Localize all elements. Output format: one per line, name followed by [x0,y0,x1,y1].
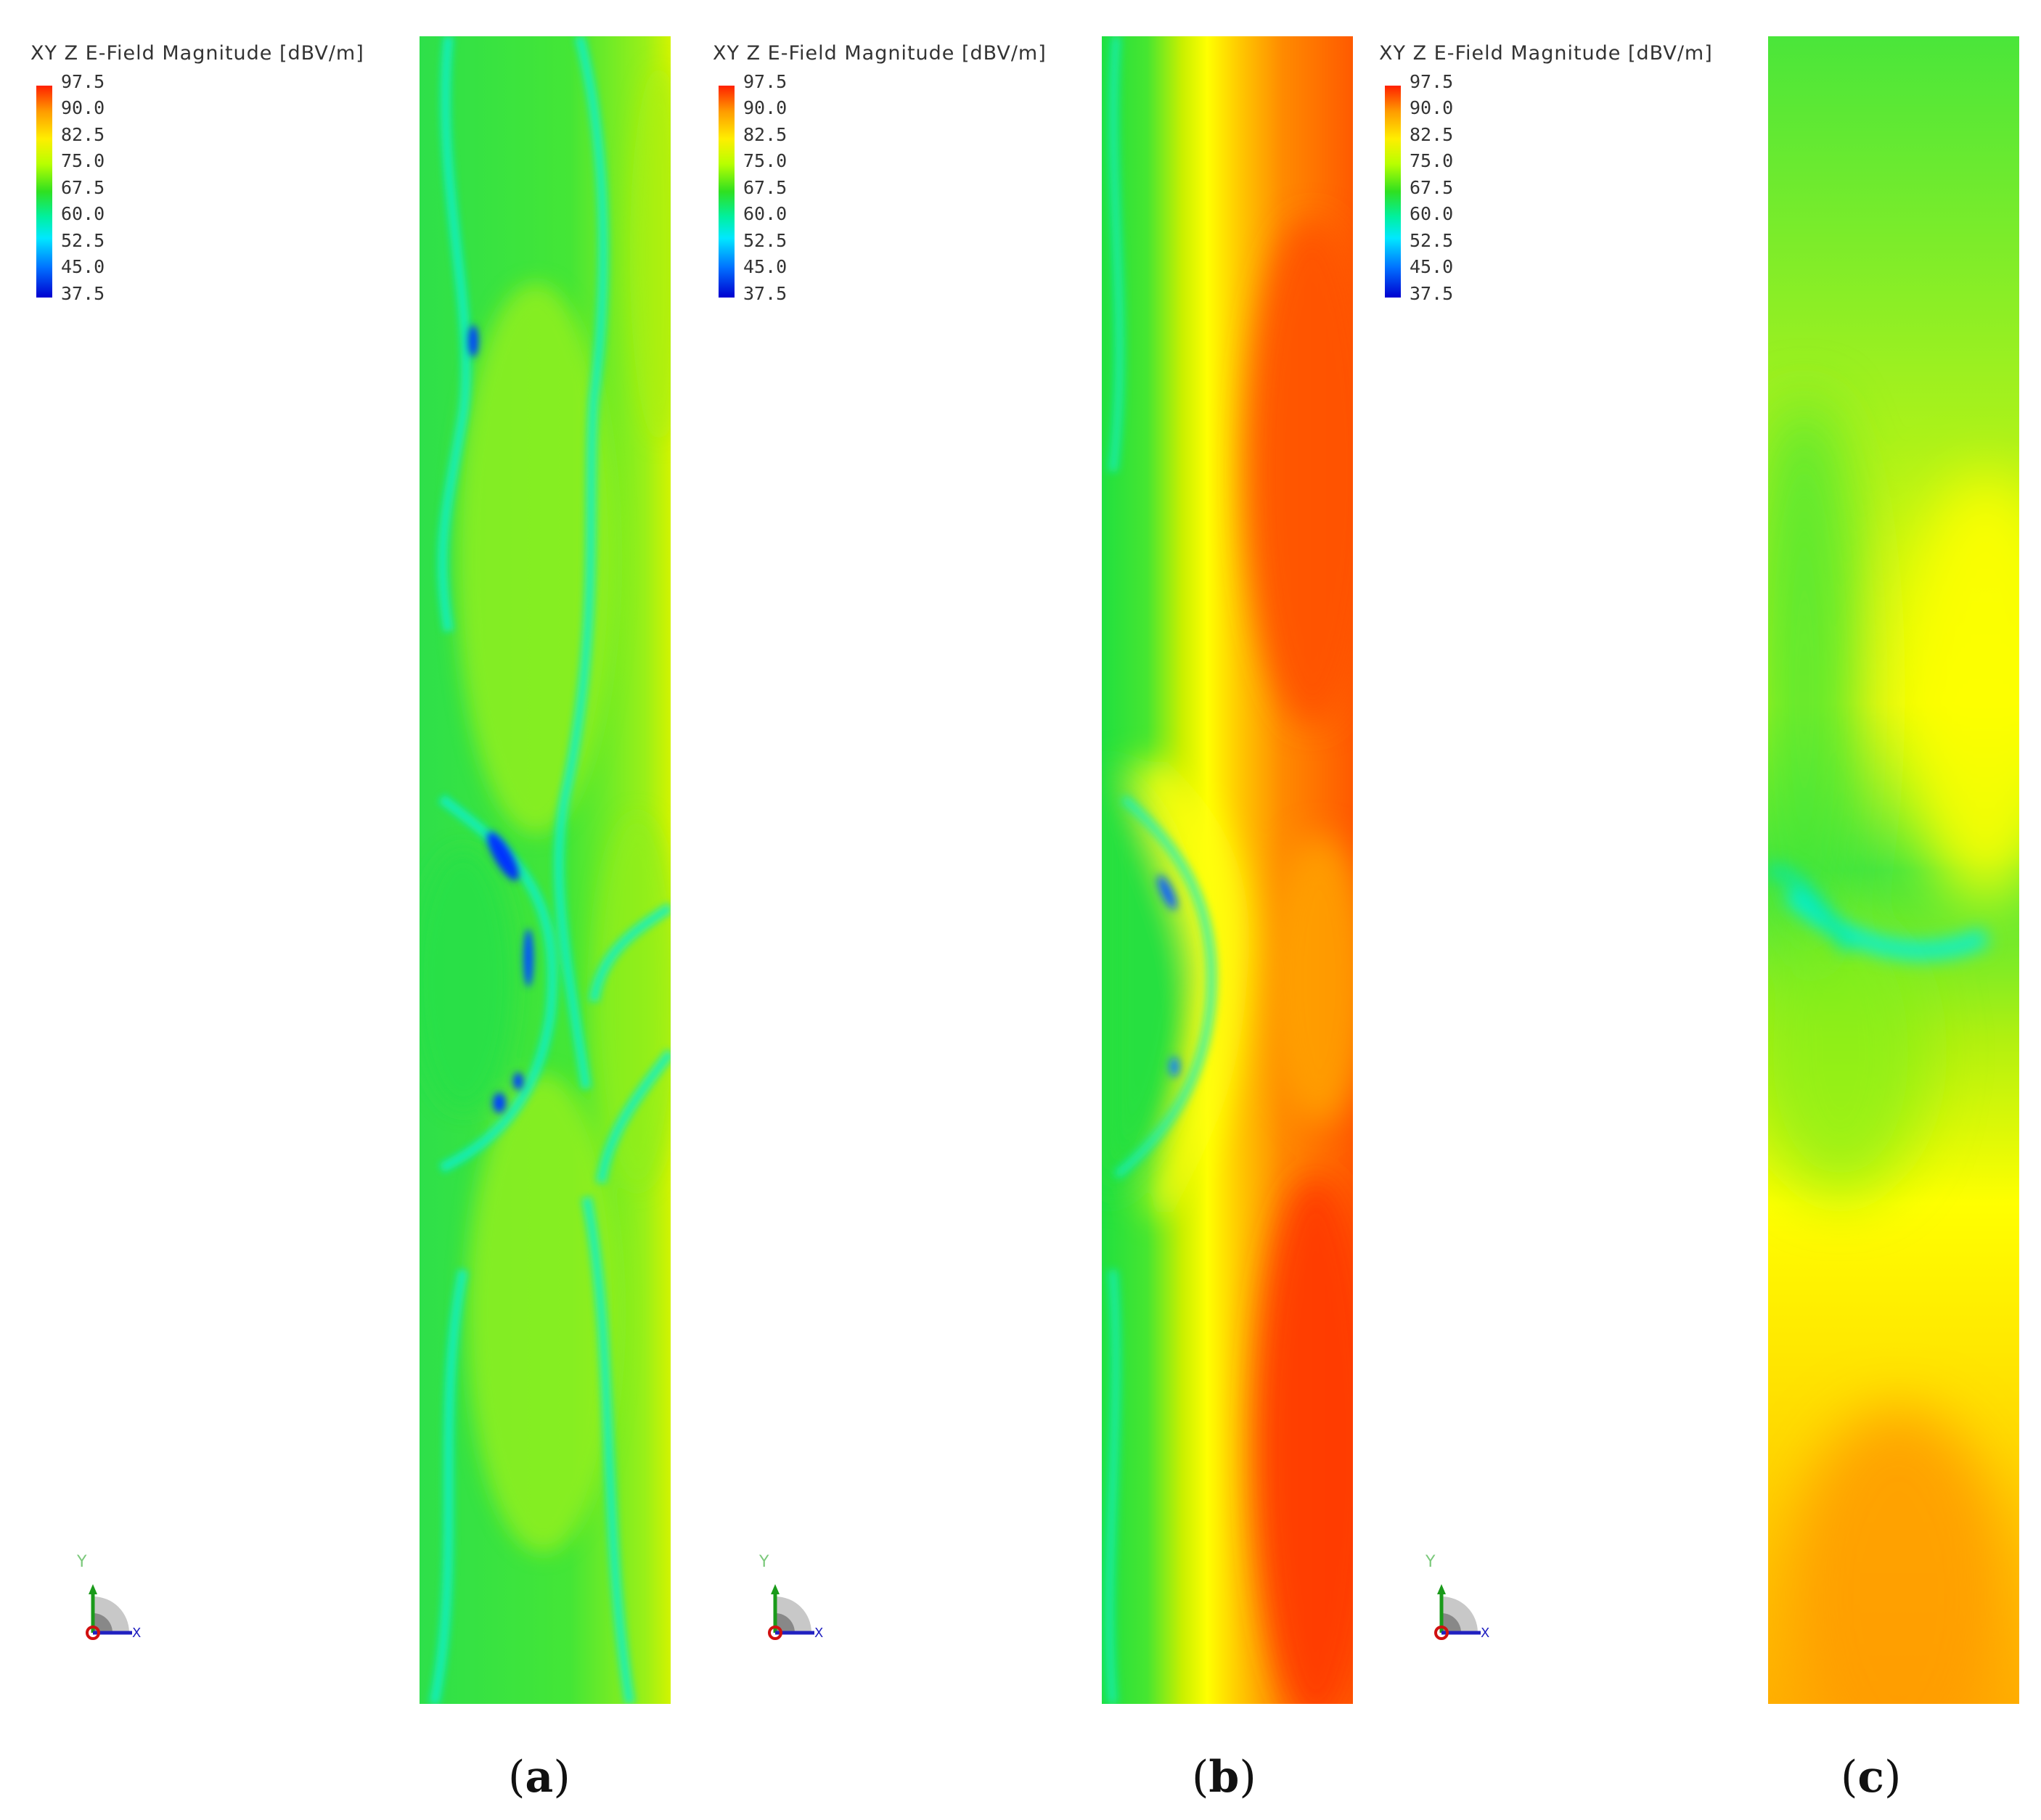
tick-label: 52.5 [61,230,105,251]
tick-label: 90.0 [61,97,105,118]
field-map-b [1102,36,1353,1704]
tick-label: 67.5 [61,177,105,198]
tick-label: 45.0 [1410,256,1454,277]
colorbar [36,86,52,298]
tick-label: 45.0 [743,256,788,277]
field-map-a [420,36,671,1704]
legend-title: XY Z E-Field Magnitude [dBV/m] [713,42,1047,65]
tick-label: 90.0 [1410,97,1454,118]
tick-label: 75.0 [1410,150,1454,171]
tick-label: 60.0 [61,203,105,224]
tick-label: 82.5 [61,124,105,145]
axes-triad-icon: Y X [748,1549,827,1644]
tick-label: 60.0 [743,203,788,224]
legend-title: XY Z E-Field Magnitude [dBV/m] [30,42,364,65]
tick-label: 37.5 [1410,283,1454,304]
tick-label: 90.0 [743,97,788,118]
svg-text:Y: Y [758,1553,769,1571]
svg-text:Y: Y [76,1553,87,1571]
tick-label: 67.5 [1410,177,1454,198]
tick-label: 60.0 [1410,203,1454,224]
tick-label: 52.5 [743,230,788,251]
field-map-c [1768,36,2019,1704]
tick-label: 97.5 [743,71,788,92]
tick-label: 82.5 [1410,124,1454,145]
svg-text:X: X [132,1626,141,1641]
axes-triad-icon: Y X [65,1549,145,1644]
colorbar [719,86,735,298]
tick-label: 82.5 [743,124,788,145]
tick-label: 75.0 [61,150,105,171]
panel-caption-c: (c) [1841,1752,1902,1803]
tick-label: 52.5 [1410,230,1454,251]
tick-label: 37.5 [743,283,788,304]
panel-caption-a: (a) [508,1752,570,1803]
tick-label: 37.5 [61,283,105,304]
panel-caption-b: (b) [1192,1752,1256,1803]
tick-label: 97.5 [61,71,105,92]
tick-label: 45.0 [61,256,105,277]
tick-label: 97.5 [1410,71,1454,92]
svg-text:X: X [1481,1626,1489,1641]
tick-label: 75.0 [743,150,788,171]
axes-triad-icon: Y X [1414,1549,1494,1644]
tick-label: 67.5 [743,177,788,198]
colorbar [1385,86,1401,298]
svg-text:Y: Y [1425,1553,1436,1571]
legend-title: XY Z E-Field Magnitude [dBV/m] [1379,42,1713,65]
svg-text:X: X [814,1626,823,1641]
